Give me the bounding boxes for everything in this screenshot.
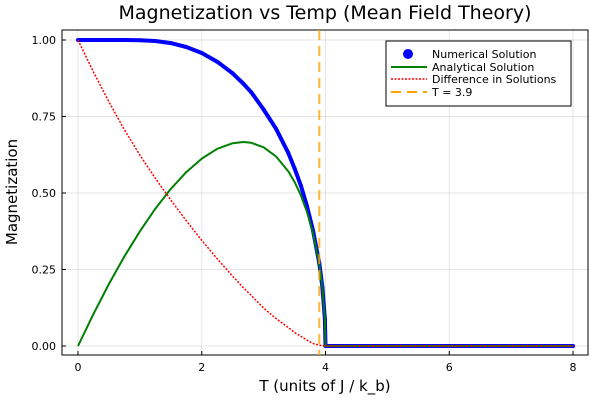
numerical-solution-point (241, 81, 246, 86)
numerical-solution-point (91, 38, 96, 42)
numerical-solution-point (292, 166, 297, 171)
x-tick-label: 4 (322, 361, 329, 374)
legend-label-vline: T = 3.9 (431, 86, 472, 99)
x-tick-label: 2 (198, 361, 205, 374)
legend-label-analytical: Analytical Solution (432, 61, 534, 74)
ticks: 0 2 4 6 8 0.00 0.25 0.50 0.75 1.00 (32, 34, 577, 374)
y-tick-label: 1.00 (32, 34, 57, 47)
legend: Numerical Solution Analytical Solution D… (385, 40, 572, 107)
numerical-solution-point (286, 151, 291, 156)
series-layer (76, 30, 575, 355)
legend-label-difference: Difference in Solutions (432, 73, 557, 86)
legend-label-numerical: Numerical Solution (432, 48, 536, 61)
numerical-solution-point (230, 71, 235, 76)
numerical-solution-point (106, 38, 111, 42)
numerical-solution-point (137, 38, 142, 43)
y-tick-label: 0.75 (32, 111, 57, 124)
y-tick-label: 0.00 (32, 340, 57, 353)
numerical-solution-point (215, 59, 220, 64)
legend-box (385, 40, 572, 107)
numerical-solution-point (153, 39, 158, 44)
numerical-solution-point (199, 51, 204, 56)
y-tick-label: 0.25 (32, 264, 57, 277)
numerical-solution-point (261, 107, 266, 112)
chart-title: Magnetization vs Temp (Mean Field Theory… (118, 2, 531, 24)
x-tick-label: 0 (75, 361, 82, 374)
x-tick-label: 6 (446, 361, 453, 374)
y-tick-label: 0.50 (32, 187, 57, 200)
y-axis-label: Magnetization (3, 139, 21, 245)
numerical-solution-point (274, 126, 278, 131)
x-tick-label: 8 (570, 361, 577, 374)
numerical-solution-point (122, 38, 127, 42)
numerical-solution-point (249, 90, 254, 95)
difference-line (77, 39, 573, 347)
x-axis-label: T (units of J / k_b) (258, 377, 390, 396)
analytical-solution-line (77, 141, 573, 347)
legend-marker-numerical (403, 49, 413, 59)
numerical-solution-point (168, 41, 173, 46)
numerical-solution-point (298, 183, 303, 188)
numerical-solution-point (184, 45, 189, 50)
